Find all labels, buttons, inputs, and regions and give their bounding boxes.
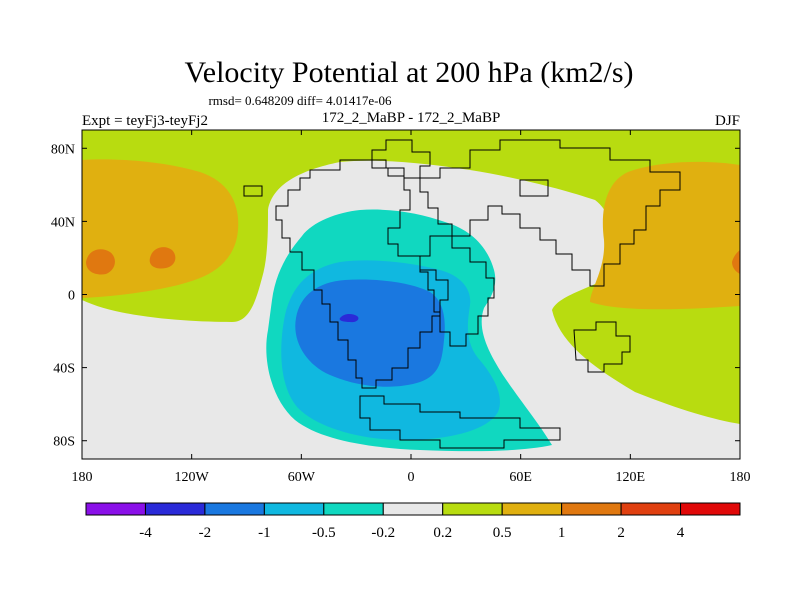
colorbar-swatch	[323, 502, 384, 516]
colorbar-label: 4	[677, 525, 685, 541]
colorbar-swatch	[620, 502, 682, 516]
colorbar-swatch	[144, 502, 206, 516]
contour-field	[82, 130, 740, 459]
x-axis: 180 120W 60W 0 60E 120E 180	[72, 130, 751, 485]
coast-arctic-islands	[243, 179, 549, 197]
coast-australia	[573, 321, 631, 373]
x-tick-label: 60E	[509, 470, 532, 485]
contour-max-west-b	[149, 247, 176, 269]
colorbar-swatch	[501, 502, 563, 516]
coast-africa	[419, 235, 495, 347]
colorbar-label: -1	[258, 525, 271, 541]
x-tick-label: 180	[72, 470, 93, 485]
contour-minimum	[339, 313, 359, 323]
x-tick-label: 120W	[175, 470, 210, 485]
colorbar-label: -4	[139, 525, 152, 541]
contour-positive-east	[590, 161, 740, 310]
contour-strong-negative	[295, 279, 445, 387]
coast-antarctica	[359, 395, 561, 449]
x-tick-label: 60W	[288, 470, 316, 485]
y-tick-label: 80S	[53, 435, 75, 450]
x-tick-label: 180	[730, 470, 751, 485]
colorbar-label: 2	[617, 525, 625, 541]
colorbar-label: 1	[558, 525, 566, 541]
left-label: Expt = teyFj3-teyFj2	[82, 113, 208, 129]
right-label: DJF	[715, 113, 740, 129]
contour-positive-west	[82, 159, 239, 298]
coast-greenland	[371, 139, 431, 179]
colorbar-label: 0.2	[433, 525, 452, 541]
colorbar-label: -2	[199, 525, 212, 541]
x-tick-label: 120E	[616, 470, 646, 485]
y-tick-label: 40N	[51, 215, 75, 230]
colorbar-label: 0.5	[493, 525, 512, 541]
colorbar-swatch	[680, 502, 741, 516]
colorbar-swatch	[382, 502, 444, 516]
y-axis: 80N 40N 0 40S 80S	[51, 142, 740, 450]
y-tick-label: 80N	[51, 142, 75, 157]
colorbar-swatch	[204, 502, 265, 516]
stats-line: rmsd= 0.648209 diff= 4.01417e-06	[208, 93, 392, 108]
colorbar-swatch	[561, 502, 622, 516]
colorbar: -4 -2 -1 -0.5 -0.2 0.2 0.5 1 2 4	[85, 502, 741, 541]
contour-max-east	[732, 250, 740, 274]
colorbar-label: -0.2	[371, 525, 395, 541]
colorbar-swatch	[442, 502, 503, 516]
x-tick-label: 0	[408, 470, 415, 485]
chart-title: Velocity Potential at 200 hPa (km2/s)	[184, 56, 633, 89]
contour-max-west-a	[86, 249, 115, 275]
colorbar-label: -0.5	[312, 525, 336, 541]
coastlines	[243, 139, 681, 449]
center-label: 172_2_MaBP - 172_2_MaBP	[322, 110, 501, 126]
y-tick-label: 40S	[53, 362, 75, 377]
colorbar-swatch	[85, 502, 146, 516]
coast-americas	[275, 159, 449, 389]
colorbar-swatch	[263, 502, 325, 516]
y-tick-label: 0	[68, 289, 75, 304]
coast-eurasia	[419, 139, 681, 287]
